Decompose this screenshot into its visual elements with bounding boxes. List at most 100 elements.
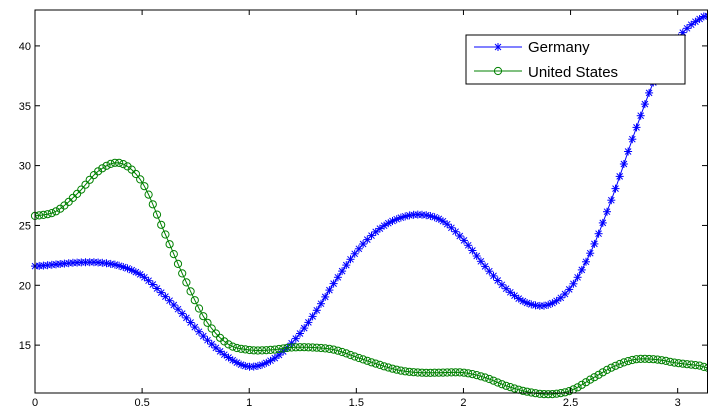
data-point bbox=[274, 344, 284, 354]
data-point bbox=[624, 147, 633, 156]
data-point bbox=[594, 229, 603, 238]
data-point bbox=[481, 262, 490, 271]
data-point bbox=[607, 196, 616, 205]
data-point bbox=[106, 159, 115, 168]
data-point bbox=[489, 271, 498, 280]
data-point bbox=[148, 200, 157, 209]
data-point bbox=[283, 343, 292, 352]
data-point bbox=[346, 350, 355, 360]
data-point bbox=[291, 334, 300, 343]
data-point bbox=[228, 342, 237, 351]
data-point bbox=[619, 160, 628, 168]
data-point bbox=[258, 346, 267, 355]
data-point bbox=[182, 278, 191, 287]
data-point bbox=[594, 370, 603, 379]
data-point bbox=[502, 381, 511, 390]
data-point bbox=[119, 160, 128, 169]
plot-area bbox=[30, 12, 708, 399]
data-point bbox=[451, 368, 460, 377]
data-point bbox=[598, 218, 607, 227]
data-point bbox=[581, 378, 591, 387]
data-point bbox=[350, 352, 359, 361]
data-point bbox=[640, 354, 650, 363]
data-point bbox=[392, 365, 401, 374]
data-point bbox=[207, 324, 216, 333]
data-point bbox=[266, 356, 275, 365]
data-point bbox=[552, 296, 561, 305]
data-point bbox=[695, 361, 704, 370]
data-point bbox=[287, 343, 296, 352]
data-point bbox=[405, 211, 414, 220]
data-point bbox=[51, 207, 61, 216]
x-tick-label: 2.5 bbox=[563, 397, 578, 407]
data-point bbox=[102, 161, 111, 170]
data-point bbox=[367, 358, 376, 367]
data-point bbox=[224, 340, 233, 349]
y-tick-label: 25 bbox=[19, 220, 31, 232]
data-point bbox=[569, 279, 578, 288]
legend-marker-circle-icon bbox=[493, 66, 503, 76]
data-point bbox=[409, 368, 418, 377]
data-point bbox=[291, 343, 300, 352]
legend: Germany United States bbox=[465, 34, 686, 85]
data-point bbox=[464, 241, 473, 250]
y-tick-label: 40 bbox=[19, 41, 31, 53]
data-point bbox=[459, 368, 469, 377]
data-point bbox=[144, 190, 153, 199]
data-point bbox=[131, 169, 140, 179]
data-point bbox=[85, 175, 94, 184]
data-point bbox=[682, 360, 692, 369]
data-point bbox=[308, 343, 317, 352]
data-point bbox=[140, 273, 149, 282]
data-point bbox=[468, 246, 477, 255]
data-point bbox=[582, 257, 590, 266]
data-point bbox=[228, 356, 237, 365]
data-point bbox=[371, 359, 380, 368]
data-point bbox=[422, 211, 431, 220]
series-germany bbox=[31, 12, 708, 371]
data-point bbox=[615, 359, 624, 369]
data-point bbox=[493, 378, 502, 387]
data-point bbox=[447, 368, 456, 377]
data-point bbox=[615, 172, 624, 181]
data-point bbox=[102, 259, 111, 268]
data-point bbox=[674, 359, 683, 368]
data-point bbox=[375, 224, 384, 233]
data-point bbox=[115, 158, 124, 167]
data-point bbox=[388, 364, 397, 373]
x-tick-label: 0.5 bbox=[134, 397, 149, 407]
series-line-united-states bbox=[34, 162, 708, 395]
data-point bbox=[565, 285, 574, 294]
y-tick-label: 15 bbox=[19, 340, 31, 352]
data-point bbox=[539, 390, 549, 399]
data-point bbox=[645, 88, 654, 97]
y-tick-label: 35 bbox=[19, 101, 31, 113]
data-point bbox=[190, 296, 199, 305]
data-point bbox=[687, 360, 696, 369]
data-point bbox=[321, 344, 330, 353]
data-point bbox=[476, 372, 485, 381]
data-point bbox=[607, 363, 616, 372]
data-point bbox=[300, 324, 309, 333]
data-point bbox=[73, 189, 82, 198]
data-point bbox=[211, 343, 220, 352]
data-point bbox=[295, 343, 305, 352]
data-point bbox=[472, 371, 481, 380]
data-point bbox=[140, 182, 149, 191]
data-point bbox=[39, 210, 48, 219]
data-point bbox=[645, 354, 654, 364]
data-point bbox=[359, 240, 368, 248]
data-point bbox=[35, 211, 44, 220]
data-point bbox=[173, 259, 183, 268]
data-point bbox=[220, 350, 229, 359]
data-point bbox=[472, 252, 481, 260]
legend-label-united-states: United States bbox=[528, 64, 618, 81]
data-point bbox=[270, 345, 279, 354]
x-tick-label: 1.5 bbox=[349, 397, 364, 407]
data-point bbox=[270, 354, 279, 363]
data-point bbox=[518, 386, 528, 395]
data-point bbox=[359, 355, 368, 364]
data-point bbox=[216, 347, 225, 356]
data-point bbox=[704, 12, 708, 20]
data-point bbox=[649, 355, 658, 364]
